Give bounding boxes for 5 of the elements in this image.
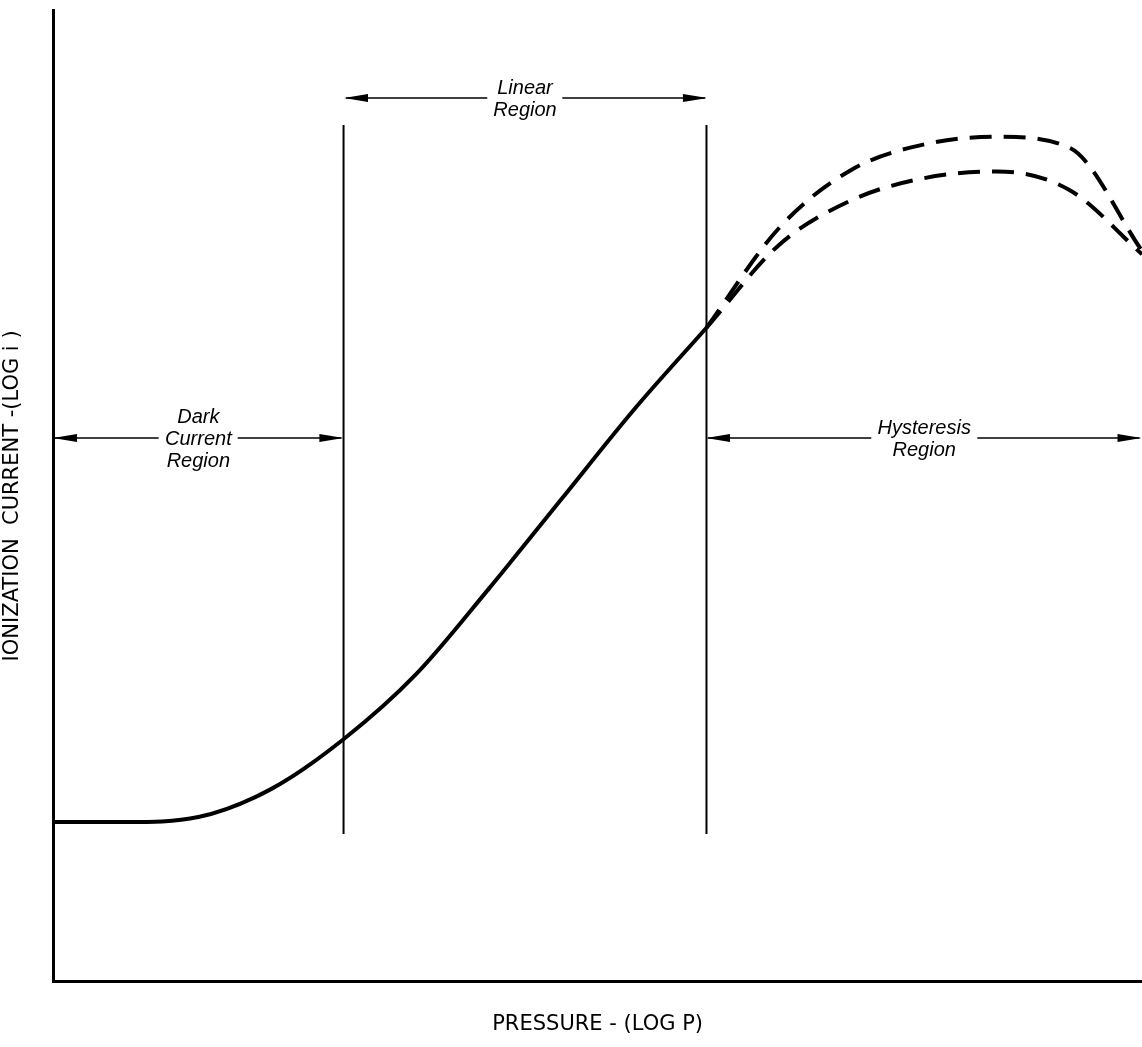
annotation: Dark Current Region <box>159 404 238 471</box>
text: Linear Region <box>487 75 563 120</box>
x-axis-title: PRESSURE - (LOG P) <box>492 1010 704 1035</box>
y-axis-title: IONIZATION CURRENT -(LOG i ) <box>0 330 24 662</box>
annotation: Hysteresis Region <box>871 415 977 460</box>
